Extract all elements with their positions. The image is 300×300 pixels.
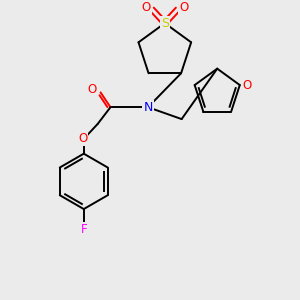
- Text: O: O: [179, 1, 188, 14]
- Text: S: S: [161, 17, 169, 30]
- Text: F: F: [80, 223, 87, 236]
- Text: O: O: [141, 1, 151, 14]
- Text: O: O: [78, 132, 87, 146]
- Text: O: O: [87, 83, 96, 96]
- Text: N: N: [143, 101, 153, 114]
- Text: O: O: [242, 79, 251, 92]
